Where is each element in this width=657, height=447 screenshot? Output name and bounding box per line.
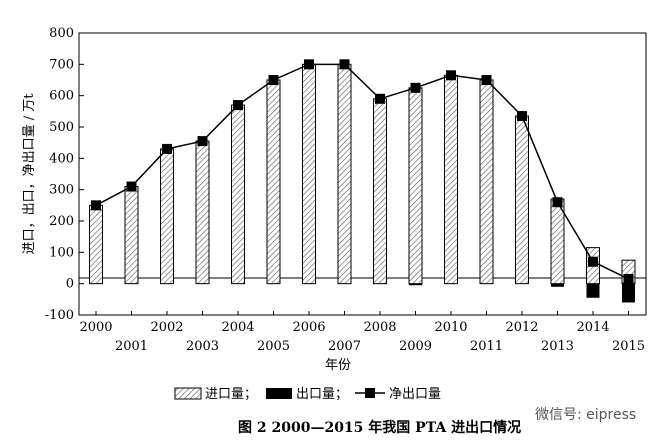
export-bar: [409, 283, 422, 286]
import-bar: [408, 87, 423, 285]
legend-marker-net: [365, 388, 375, 398]
figure-caption: 图 2 2000—2015 年我国 PTA 进出口情况: [238, 419, 521, 436]
net-export-point: [446, 70, 456, 81]
y-tick-label: 100: [49, 245, 74, 260]
import-bar: [515, 115, 529, 285]
import-bar: [266, 79, 281, 285]
import-bar: [302, 63, 316, 285]
x-axis-title: 年份: [325, 358, 351, 373]
x-tick-label: 2015: [612, 339, 645, 354]
x-tick-label: 2008: [363, 320, 396, 335]
import-bar: [337, 63, 352, 285]
x-tick-label: 2007: [328, 339, 361, 354]
y-tick-label: -100: [45, 308, 74, 323]
y-axis-title: 进口，出口，净出口量 / 万t: [22, 93, 37, 255]
x-tick-label: 2004: [221, 320, 254, 335]
net-export-point: [162, 143, 172, 154]
net-export-point: [517, 111, 527, 122]
x-tick-label: 2013: [541, 339, 574, 354]
net-export-point: [268, 75, 279, 85]
legend-label-net: 净出口量: [389, 387, 441, 402]
net-export-point: [91, 200, 101, 211]
y-tick-label: 500: [49, 120, 74, 135]
net-export-point: [375, 93, 385, 104]
x-tick-label: 2009: [399, 339, 432, 354]
y-tick-label: 600: [49, 89, 74, 104]
export-bar: [622, 283, 635, 303]
import-bar: [444, 74, 458, 285]
import-bar: [89, 204, 103, 285]
export-bar: [551, 283, 564, 287]
net-export-point: [339, 59, 350, 70]
import-bar: [231, 104, 245, 285]
legend-swatch-export: [266, 388, 292, 399]
x-tick-label: 2003: [186, 339, 219, 354]
x-tick-label: 2000: [79, 320, 112, 335]
watermark-text: 微信号: eipress: [535, 407, 636, 423]
net-export-point: [197, 136, 208, 147]
y-tick-label: 0: [66, 277, 74, 292]
legend-label-export: 出口量；: [296, 387, 348, 402]
x-tick-label: 2011: [470, 339, 503, 354]
x-axis: 2000200120022003200420052006200720082009…: [79, 311, 645, 354]
x-tick-label: 2001: [115, 339, 148, 354]
net-export-point: [126, 181, 137, 192]
y-axis: -100 0 100 200 300 400 500 600 700 800: [45, 26, 84, 323]
net-export-point: [588, 256, 598, 267]
x-tick-label: 2006: [292, 320, 325, 335]
export-bar: [586, 283, 600, 298]
bars-layer: [89, 63, 636, 303]
net-export-point: [552, 197, 563, 208]
import-bar: [550, 198, 565, 285]
x-tick-label: 2002: [150, 320, 183, 335]
net-export-point: [623, 273, 634, 284]
y-tick-label: 800: [49, 26, 74, 41]
net-export-point: [304, 59, 314, 70]
net-export-line-layer: [91, 59, 634, 284]
x-tick-label: 2012: [505, 320, 538, 335]
net-export-point: [481, 75, 492, 85]
x-tick-label: 2005: [257, 339, 290, 354]
legend-swatch-import: [174, 387, 202, 400]
y-tick-label: 700: [49, 57, 74, 72]
net-export-point: [410, 82, 421, 93]
x-tick-label: 2010: [434, 320, 467, 335]
import-bar: [373, 98, 387, 285]
y-tick-label: 200: [49, 214, 74, 229]
legend: 进口量； 出口量； 净出口量: [174, 387, 441, 402]
import-bar: [160, 148, 174, 285]
plot-frame: [78, 32, 647, 316]
y-tick-label: 400: [49, 151, 74, 166]
net-export-point: [233, 100, 243, 111]
net-export-line: [95, 63, 629, 280]
import-bar: [479, 79, 494, 285]
import-bar: [124, 186, 139, 285]
legend-label-import: 进口量；: [205, 387, 257, 402]
import-bar: [195, 140, 210, 285]
y-tick-label: 300: [49, 183, 74, 198]
x-tick-label: 2014: [576, 320, 609, 335]
